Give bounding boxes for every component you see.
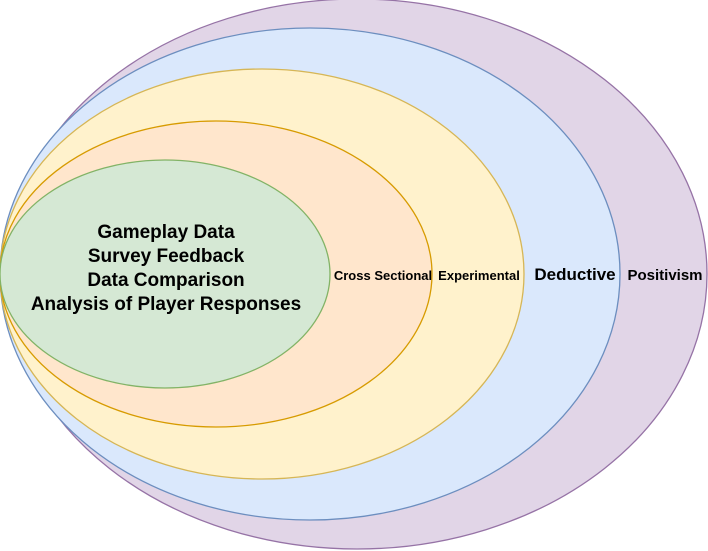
core-methods-layer [0,159,331,389]
core-line-gameplay-data: Gameplay Data [97,222,235,243]
core-line-player-responses: Analysis of Player Responses [31,294,301,315]
deductive-label: Deductive [534,265,615,284]
core-line-survey-feedback: Survey Feedback [88,246,245,267]
experimental-label: Experimental [438,268,520,283]
cross-sectional-label: Cross Sectional [334,268,432,283]
core-line-data-comparison: Data Comparison [87,270,244,291]
positivism-label: Positivism [627,267,702,284]
